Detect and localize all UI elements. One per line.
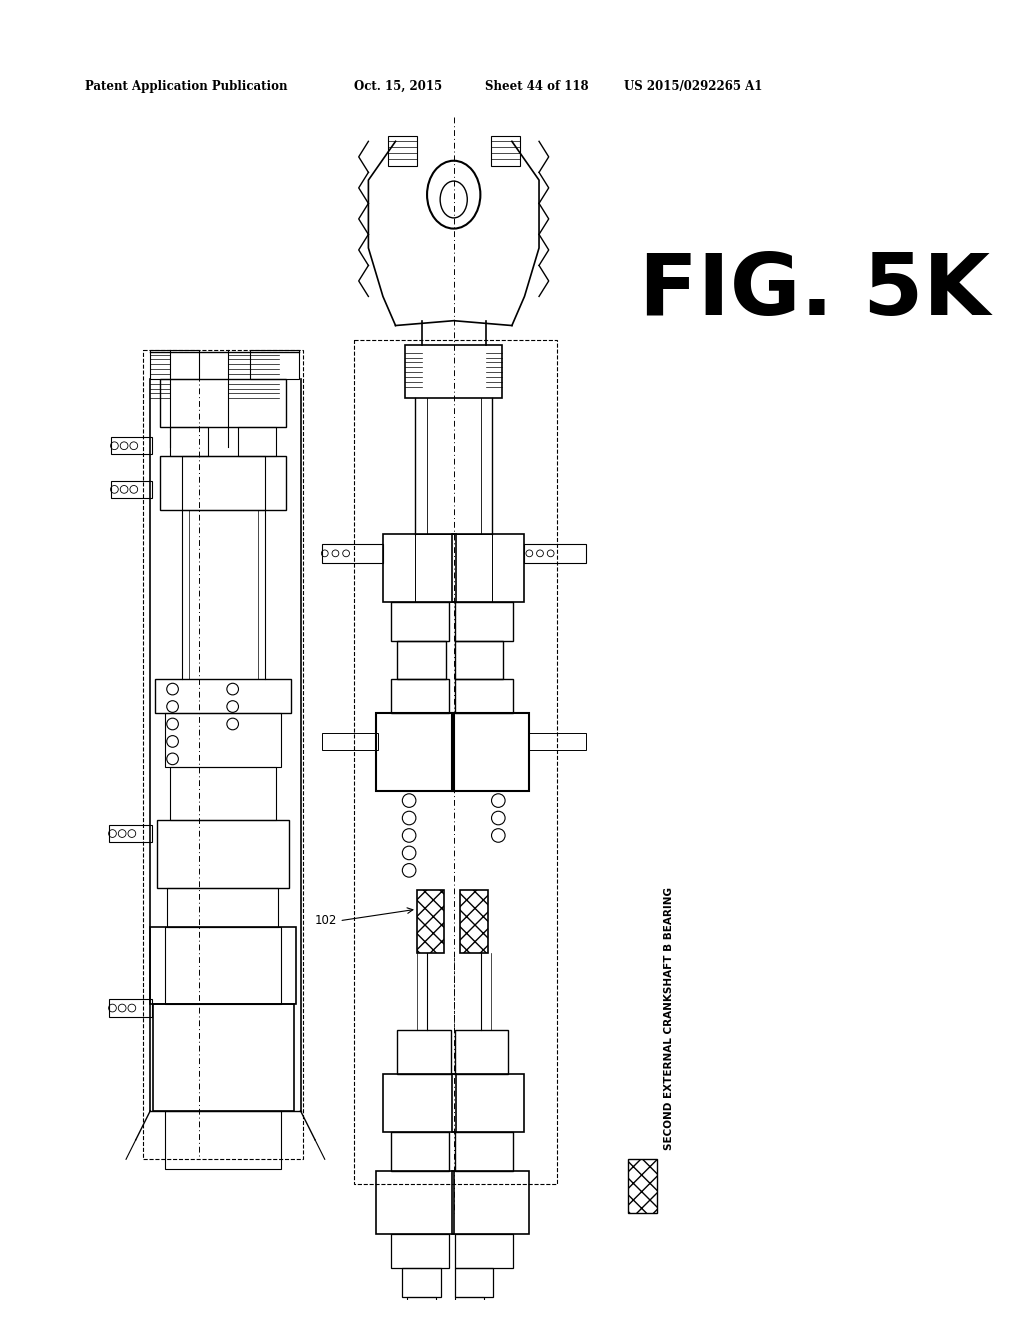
Bar [408,1298,436,1316]
Text: Sheet 44 of 118: Sheet 44 of 118 [484,79,589,92]
Bar [455,680,513,713]
Bar [524,544,586,564]
Bar [417,890,444,953]
Bar [238,428,276,457]
Bar [452,1074,524,1133]
Bar [165,1111,282,1170]
Text: Oct. 15, 2015: Oct. 15, 2015 [354,79,442,92]
Bar [388,136,417,165]
Bar [402,1267,441,1298]
Bar [415,535,493,602]
Bar [143,350,303,1159]
Bar [455,1267,494,1298]
Bar [397,1031,451,1074]
Bar [322,544,383,564]
Bar [461,890,487,953]
Bar [112,437,153,454]
Bar [455,1234,513,1267]
Bar [455,640,503,680]
Bar [151,350,199,379]
Bar [354,341,557,1184]
Text: Patent Application Publication: Patent Application Publication [85,79,288,92]
Text: FIG. 5K: FIG. 5K [639,249,990,333]
Bar [452,1171,529,1234]
Bar [391,1133,449,1171]
Bar [383,535,456,602]
Bar [167,888,279,927]
Bar [383,1074,456,1133]
Bar [376,1171,454,1234]
Text: SECOND EXTERNAL CRANKSHAFT B BEARING: SECOND EXTERNAL CRANKSHAFT B BEARING [664,887,674,1150]
Bar [109,825,153,842]
Bar [391,1234,449,1267]
Bar [391,680,449,713]
Bar [165,927,282,1005]
Bar [160,379,286,428]
Bar [455,1031,508,1074]
Bar [170,428,209,457]
Text: 102: 102 [315,915,337,927]
Bar [529,733,586,750]
Bar [109,999,153,1016]
Bar [455,1298,483,1316]
Bar [628,1159,657,1213]
Bar [397,640,446,680]
Bar [157,820,289,888]
Bar [455,1133,513,1171]
Bar [406,345,502,399]
Bar [391,602,449,640]
Bar [376,713,454,791]
Bar [160,457,286,510]
Bar [154,1005,294,1111]
Bar [490,136,519,165]
Bar [170,767,276,820]
Bar [165,713,282,767]
Bar [182,457,264,510]
Bar [455,602,513,640]
Bar [452,535,524,602]
Text: US 2015/0292265 A1: US 2015/0292265 A1 [625,79,763,92]
Bar [151,927,296,1005]
Bar [452,713,529,791]
Bar [250,350,299,379]
Bar [155,680,291,713]
Bar [322,733,378,750]
Bar [112,480,153,498]
